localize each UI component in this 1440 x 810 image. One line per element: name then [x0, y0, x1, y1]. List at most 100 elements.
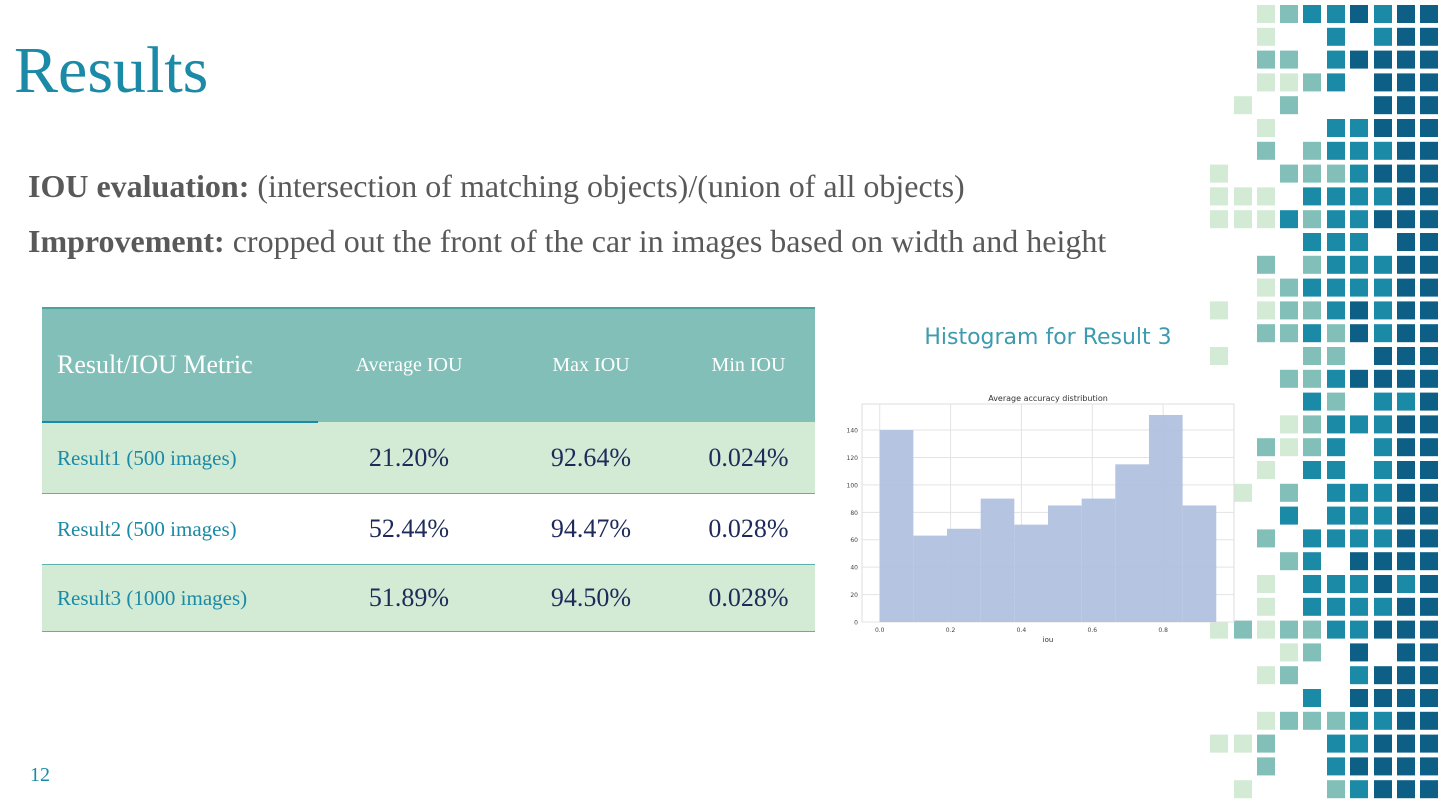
decor-square [1397, 347, 1415, 365]
decor-square [1257, 734, 1275, 753]
decor-square [1280, 301, 1298, 320]
decor-square [1374, 506, 1392, 525]
decor-square [1397, 210, 1415, 229]
decor-square [1374, 50, 1392, 69]
decor-square [1420, 301, 1438, 320]
decor-square [1327, 415, 1345, 434]
bar [1014, 524, 1048, 622]
decor-square [1234, 620, 1252, 639]
decor-square [1374, 575, 1392, 593]
header-cell: Max IOU [500, 307, 682, 422]
decor-square [1397, 141, 1415, 160]
decor-square [1374, 552, 1392, 571]
decor-square [1303, 369, 1321, 388]
x-tick-label: 0.0 [875, 627, 885, 634]
decor-square [1374, 597, 1392, 616]
decor-square [1350, 711, 1368, 730]
bar [1182, 505, 1217, 622]
decor-square [1397, 324, 1415, 343]
bar [980, 498, 1015, 622]
decor-square [1327, 438, 1345, 457]
decor-square [1397, 711, 1415, 730]
decor-square [1257, 301, 1275, 320]
decor-square [1420, 164, 1438, 183]
decor-square [1210, 301, 1228, 320]
decor-square [1350, 278, 1368, 297]
decor-square [1374, 757, 1392, 776]
decor-square [1420, 438, 1438, 457]
decor-square [1397, 620, 1415, 639]
decor-square [1350, 301, 1368, 320]
decor-square [1420, 255, 1438, 274]
y-tick-label: 120 [847, 455, 859, 462]
decor-square [1327, 369, 1345, 388]
decor-square [1327, 73, 1345, 92]
decor-square [1420, 415, 1438, 434]
decor-square [1374, 780, 1392, 799]
decor-square [1397, 278, 1415, 297]
decor-square [1350, 483, 1368, 502]
y-tick-label: 0 [854, 620, 858, 627]
decor-square [1327, 187, 1345, 206]
decor-square [1327, 529, 1345, 548]
table-cell: 52.44% [318, 493, 500, 565]
decor-square [1374, 369, 1392, 388]
table-cell: Result2 (500 images) [42, 493, 318, 565]
decor-square [1374, 164, 1392, 183]
decor-square [1350, 780, 1368, 799]
decor-square [1350, 164, 1368, 183]
decor-square [1350, 689, 1368, 707]
decor-square [1257, 119, 1275, 137]
decor-square [1257, 50, 1275, 69]
x-tick-label: 0.6 [1088, 627, 1098, 634]
decor-square [1374, 210, 1392, 229]
decor-square [1350, 506, 1368, 525]
decor-square [1280, 278, 1298, 297]
decor-square [1257, 597, 1275, 616]
decor-square [1234, 210, 1252, 229]
decor-square [1420, 689, 1438, 707]
decor-square [1420, 278, 1438, 297]
bar [1081, 498, 1116, 622]
header-cell: Min IOU [682, 307, 815, 422]
decor-square [1397, 461, 1415, 479]
bar [947, 528, 981, 622]
decor-square [1257, 187, 1275, 206]
decor-square [1327, 324, 1345, 343]
decor-square [1350, 643, 1368, 662]
table-cell: 94.47% [500, 493, 682, 565]
decor-square [1374, 141, 1392, 160]
decor-square [1327, 50, 1345, 69]
decor-square [1257, 278, 1275, 297]
decor-square [1350, 255, 1368, 274]
decor-square [1257, 711, 1275, 730]
decor-square [1210, 734, 1228, 753]
decor-square [1280, 620, 1298, 639]
decor-square [1397, 5, 1415, 23]
table-cell: 0.028% [682, 564, 815, 632]
decor-square [1257, 255, 1275, 274]
decor-square [1420, 96, 1438, 115]
decor-square [1420, 643, 1438, 662]
decor-square [1327, 506, 1345, 525]
bar [913, 535, 948, 622]
bar [1115, 464, 1149, 622]
decor-square [1280, 73, 1298, 92]
decor-square [1397, 575, 1415, 593]
decor-square [1303, 187, 1321, 206]
decor-square [1280, 324, 1298, 343]
decor-square [1257, 5, 1275, 23]
decor-square [1420, 506, 1438, 525]
decor-square [1420, 119, 1438, 137]
decor-square [1327, 301, 1345, 320]
decor-square [1350, 552, 1368, 571]
decor-square [1374, 5, 1392, 23]
decor-square [1374, 666, 1392, 685]
table-cell: 92.64% [500, 422, 682, 494]
decor-square [1397, 233, 1415, 251]
decor-square [1210, 620, 1228, 639]
table-row: Result2 (500 images) 52.44% 94.47% 0.028% [42, 493, 815, 565]
decor-square [1374, 255, 1392, 274]
table-cell: 94.50% [500, 564, 682, 632]
bar [1048, 505, 1082, 622]
